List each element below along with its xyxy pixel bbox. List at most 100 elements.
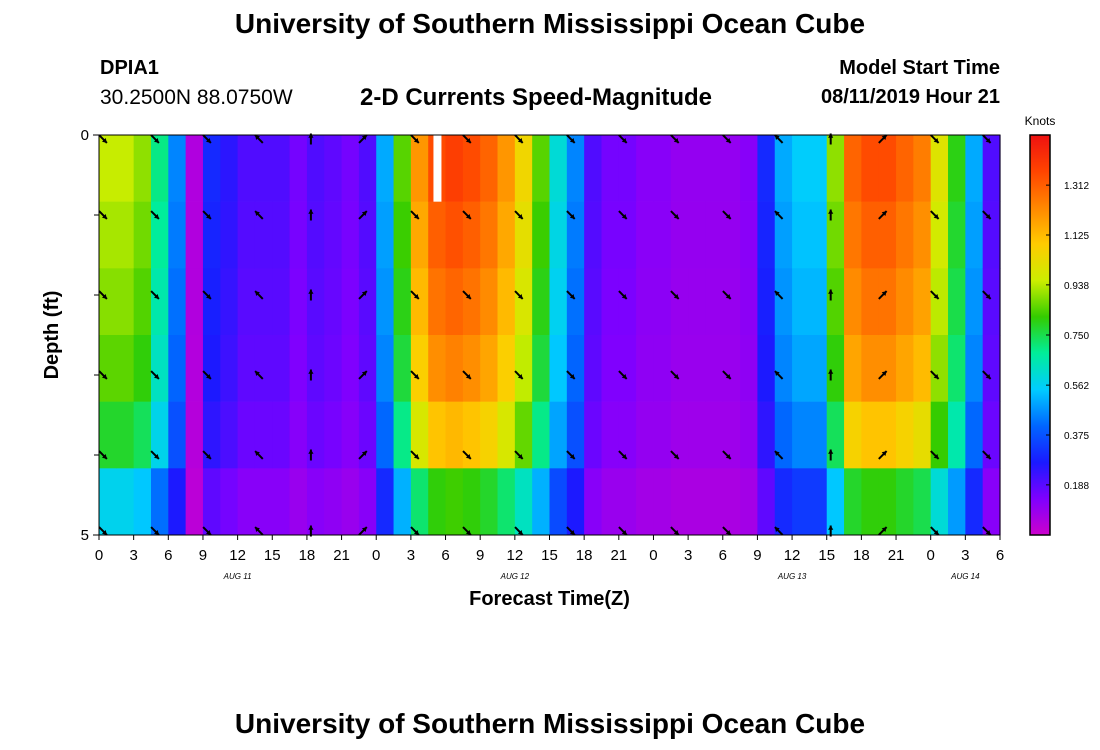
current-arrow-head xyxy=(569,530,575,535)
x-tick-label: 6 xyxy=(719,547,727,564)
heatmap-cell xyxy=(306,268,325,336)
current-arrow-head xyxy=(569,138,575,143)
heatmap-cell xyxy=(740,201,759,269)
current-arrow-head xyxy=(361,451,367,456)
heatmap-cell xyxy=(202,135,221,202)
heatmap-cell xyxy=(549,335,568,402)
heatmap-cell xyxy=(532,468,551,536)
heatmap-cell xyxy=(792,201,811,269)
current-arrow-head xyxy=(517,214,523,219)
current-arrow xyxy=(878,526,888,536)
current-arrow xyxy=(930,526,940,536)
current-arrow xyxy=(462,450,472,460)
heatmap-cell xyxy=(324,335,343,402)
heatmap-cell xyxy=(861,401,880,469)
current-arrow-head xyxy=(774,451,780,456)
current-arrow-head xyxy=(828,369,834,374)
heatmap-cell xyxy=(480,401,499,469)
heatmap-cell xyxy=(792,401,811,469)
heatmap-cell xyxy=(289,335,308,402)
heatmap-cell xyxy=(254,135,273,202)
heatmap-cell xyxy=(601,468,620,536)
current-arrow xyxy=(618,210,628,220)
current-arrow-head xyxy=(154,294,159,299)
heatmap-cell xyxy=(601,135,620,202)
heatmap-cell xyxy=(324,135,343,202)
current-arrow xyxy=(566,526,576,536)
current-arrow xyxy=(98,526,108,536)
current-arrow-head xyxy=(725,454,731,459)
current-arrow-head xyxy=(517,454,523,459)
current-arrow xyxy=(410,526,420,536)
heatmap-cell xyxy=(722,401,741,469)
current-arrow xyxy=(150,526,160,536)
heatmap-cell xyxy=(705,468,724,536)
heatmap-cell xyxy=(150,468,169,536)
heatmap-cell xyxy=(514,201,533,269)
heatmap-cell xyxy=(896,401,914,469)
heatmap-cell xyxy=(670,201,689,269)
current-arrow xyxy=(410,290,420,300)
current-arrow xyxy=(930,290,940,300)
current-arrow-head xyxy=(985,214,991,219)
current-arrow xyxy=(462,526,472,536)
heatmap-cell xyxy=(584,268,603,336)
current-arrow-head xyxy=(621,530,627,535)
heatmap-cell xyxy=(757,135,776,202)
heatmap-cell xyxy=(220,401,239,469)
heatmap-cell xyxy=(688,201,707,269)
x-tick-label: 0 xyxy=(927,547,935,564)
heatmap-cell xyxy=(133,401,152,469)
heatmap-cell xyxy=(636,468,655,536)
x-tick-label: 3 xyxy=(129,547,137,564)
heatmap-cell xyxy=(133,135,152,202)
heatmap-cell xyxy=(636,135,655,202)
heatmap-cell xyxy=(965,135,984,202)
x-tick-label: 6 xyxy=(441,547,449,564)
y-axis-label: Depth (ft) xyxy=(41,291,63,380)
heatmap-cells xyxy=(99,135,1001,536)
current-arrow xyxy=(828,369,834,381)
heatmap-cell xyxy=(324,268,343,336)
heatmap-cell xyxy=(982,335,1001,402)
heatmap-cell xyxy=(722,268,741,336)
heatmap-cell xyxy=(168,135,187,202)
heatmap-cell xyxy=(341,401,360,469)
current-arrow-head xyxy=(154,530,159,535)
heatmap-cell xyxy=(462,135,481,202)
current-arrow-head xyxy=(361,371,367,376)
current-arrow xyxy=(202,370,212,380)
current-arrow-head xyxy=(308,525,314,530)
heatmap-cell xyxy=(930,135,949,202)
heatmap-cell xyxy=(792,268,811,336)
colorbar-tick-label: 0.938 xyxy=(1064,281,1089,292)
heatmap-cell xyxy=(670,468,689,536)
heatmap-cell xyxy=(324,401,343,469)
current-arrow xyxy=(618,526,628,536)
heatmap-cell xyxy=(705,135,724,202)
heatmap-cell xyxy=(497,135,516,202)
heatmap-cell xyxy=(150,268,169,336)
heatmap-cell xyxy=(99,268,117,336)
current-arrow-head xyxy=(465,214,471,219)
heatmap-cell xyxy=(254,401,273,469)
heatmap-cell xyxy=(896,201,914,269)
heatmap-cell xyxy=(306,468,325,536)
current-arrow-head xyxy=(828,133,834,138)
heatmap-cell xyxy=(566,335,585,402)
current-arrow-head xyxy=(569,214,575,219)
current-arrow xyxy=(878,134,888,144)
station-id: DPIA1 xyxy=(100,57,159,79)
current-arrow xyxy=(514,450,524,460)
heatmap-cell xyxy=(653,268,672,336)
heatmap-cell xyxy=(757,401,776,469)
current-arrow xyxy=(828,449,834,461)
current-arrow xyxy=(358,526,368,536)
heatmap-cell xyxy=(896,335,914,402)
heatmap-cell xyxy=(99,135,117,202)
current-arrow-head xyxy=(255,211,260,216)
current-arrow-head xyxy=(985,374,991,379)
current-arrow-head xyxy=(933,294,939,299)
current-arrow-head xyxy=(255,451,260,456)
heatmap-cell xyxy=(618,401,637,469)
